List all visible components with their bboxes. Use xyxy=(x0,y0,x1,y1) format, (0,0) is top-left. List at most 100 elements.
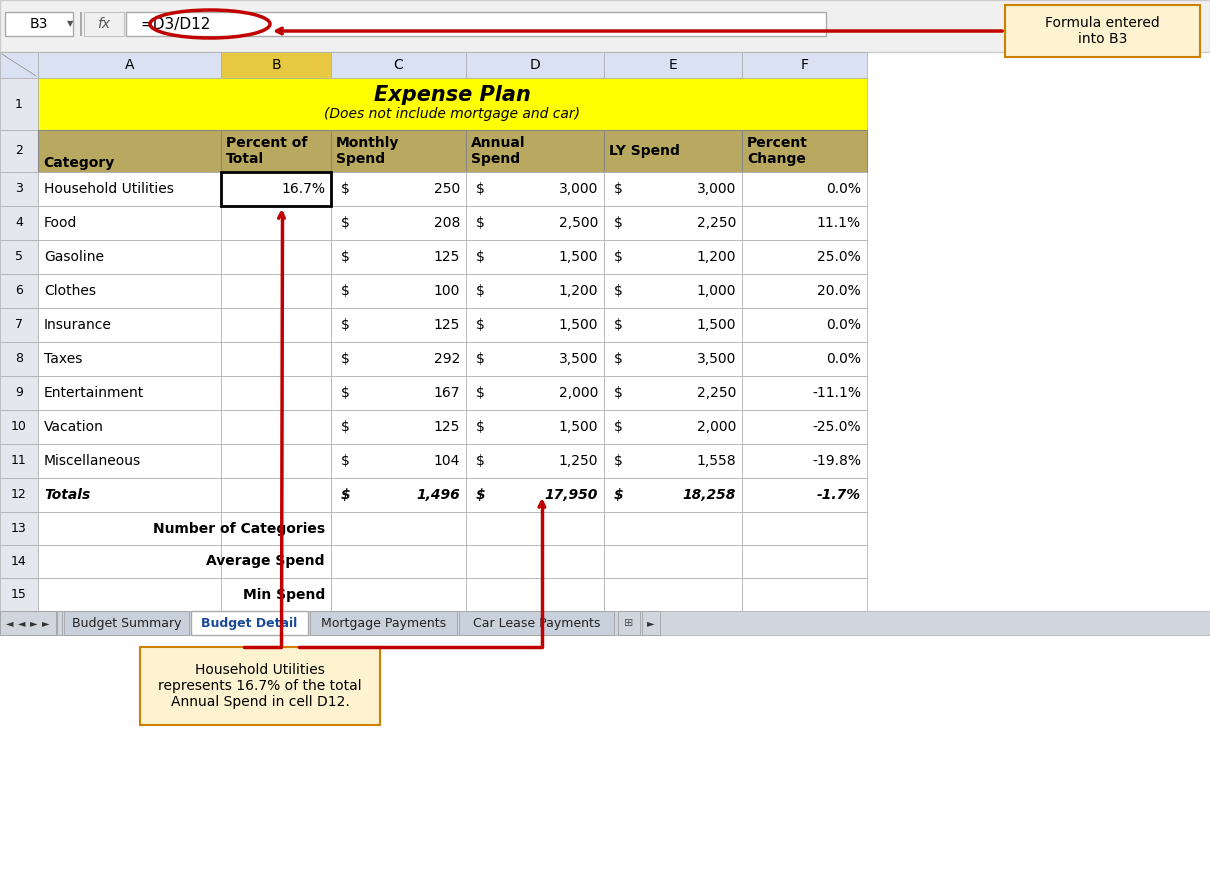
Text: $: $ xyxy=(341,386,350,400)
Bar xyxy=(604,52,742,78)
Bar xyxy=(38,206,221,240)
Bar xyxy=(221,342,332,376)
Text: Formula entered
into B3: Formula entered into B3 xyxy=(1045,16,1160,46)
Bar xyxy=(38,545,221,578)
Text: Taxes: Taxes xyxy=(44,352,82,366)
Text: 9: 9 xyxy=(15,387,23,399)
Text: 1,250: 1,250 xyxy=(559,454,598,468)
Text: 2,250: 2,250 xyxy=(697,216,736,230)
Text: 8: 8 xyxy=(15,352,23,366)
Bar xyxy=(742,240,868,274)
Bar xyxy=(742,512,868,545)
Bar xyxy=(221,545,332,578)
Bar xyxy=(221,172,332,206)
Text: 104: 104 xyxy=(433,454,460,468)
Text: $: $ xyxy=(341,420,350,434)
Bar xyxy=(0,78,38,130)
Bar xyxy=(38,410,221,444)
Text: Food: Food xyxy=(44,216,77,230)
Text: $: $ xyxy=(613,250,623,264)
Bar xyxy=(604,545,742,578)
Bar xyxy=(742,274,868,308)
Text: =D3/D12: =D3/D12 xyxy=(140,17,211,32)
Text: $: $ xyxy=(476,454,485,468)
Bar xyxy=(0,376,38,410)
Text: $: $ xyxy=(613,216,623,230)
Bar xyxy=(466,274,604,308)
Text: A: A xyxy=(125,58,134,72)
Text: $: $ xyxy=(613,318,623,332)
Bar xyxy=(221,376,332,410)
Text: 1,500: 1,500 xyxy=(559,420,598,434)
Bar xyxy=(742,478,868,512)
Text: 1,200: 1,200 xyxy=(697,250,736,264)
Text: 125: 125 xyxy=(433,250,460,264)
Bar xyxy=(466,578,604,611)
Text: Budget Detail: Budget Detail xyxy=(201,616,298,630)
Bar xyxy=(38,512,221,545)
Text: Min Spend: Min Spend xyxy=(243,587,325,601)
Text: 2,500: 2,500 xyxy=(559,216,598,230)
Text: E: E xyxy=(669,58,678,72)
Text: $: $ xyxy=(613,182,623,196)
Bar xyxy=(0,444,38,478)
Bar xyxy=(604,172,742,206)
Bar xyxy=(604,478,742,512)
Text: 2,250: 2,250 xyxy=(697,386,736,400)
Bar xyxy=(332,342,466,376)
Text: Budget Summary: Budget Summary xyxy=(71,616,182,630)
Bar xyxy=(466,52,604,78)
Bar xyxy=(126,12,826,36)
Text: 0.0%: 0.0% xyxy=(826,182,862,196)
Bar xyxy=(0,611,1210,635)
Bar xyxy=(332,52,466,78)
Text: ►: ► xyxy=(42,618,50,628)
Bar xyxy=(221,578,332,611)
Bar xyxy=(466,410,604,444)
Bar xyxy=(0,478,38,512)
Bar xyxy=(466,240,604,274)
Bar xyxy=(310,611,457,635)
Bar xyxy=(221,206,332,240)
Text: 16.7%: 16.7% xyxy=(281,182,325,196)
Bar xyxy=(38,308,221,342)
Text: -19.8%: -19.8% xyxy=(812,454,862,468)
Bar xyxy=(64,611,189,635)
Bar xyxy=(742,52,868,78)
Bar xyxy=(332,130,466,172)
Bar xyxy=(5,12,73,36)
Bar xyxy=(221,308,332,342)
Bar xyxy=(332,274,466,308)
Text: 10: 10 xyxy=(11,420,27,434)
Text: Spend: Spend xyxy=(336,153,385,166)
Bar xyxy=(742,578,868,611)
Text: Household Utilities: Household Utilities xyxy=(44,182,174,196)
Text: Household Utilities
represents 16.7% of the total
Annual Spend in cell D12.: Household Utilities represents 16.7% of … xyxy=(159,663,362,709)
Text: Expense Plan: Expense Plan xyxy=(374,85,531,105)
Bar xyxy=(332,578,466,611)
Text: B: B xyxy=(271,58,281,72)
Bar xyxy=(332,240,466,274)
Text: 250: 250 xyxy=(433,182,460,196)
Text: Miscellaneous: Miscellaneous xyxy=(44,454,142,468)
Text: 1,558: 1,558 xyxy=(697,454,736,468)
Bar xyxy=(56,611,58,635)
Text: $: $ xyxy=(613,454,623,468)
Text: Totals: Totals xyxy=(44,488,91,502)
Text: Percent of: Percent of xyxy=(226,137,307,150)
Text: 4: 4 xyxy=(15,216,23,230)
Bar xyxy=(0,0,1210,52)
Text: 167: 167 xyxy=(433,386,460,400)
Text: Spend: Spend xyxy=(471,153,520,166)
Bar xyxy=(0,545,38,578)
Text: Monthly: Monthly xyxy=(336,137,399,150)
Text: $: $ xyxy=(341,352,350,366)
Bar xyxy=(604,512,742,545)
Text: Car Lease Payments: Car Lease Payments xyxy=(473,616,600,630)
Text: 11.1%: 11.1% xyxy=(817,216,862,230)
Text: $: $ xyxy=(341,318,350,332)
Bar xyxy=(221,478,332,512)
Text: 3,000: 3,000 xyxy=(559,182,598,196)
Bar xyxy=(0,308,38,342)
Bar xyxy=(466,545,604,578)
